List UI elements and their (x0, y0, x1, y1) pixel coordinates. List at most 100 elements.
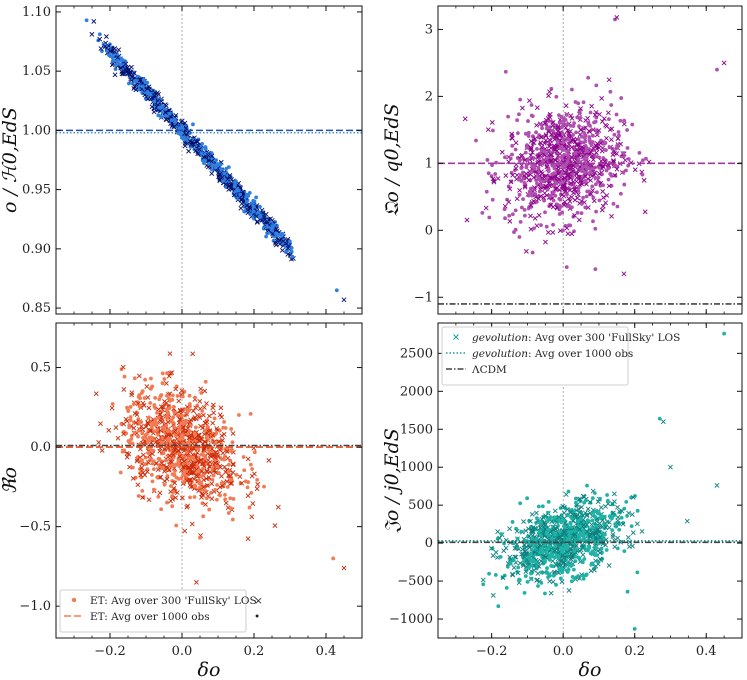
data-point-dot (238, 193, 242, 197)
data-point-dot (161, 381, 165, 385)
data-point-dot (587, 189, 591, 193)
data-point-dot (539, 223, 543, 227)
data-point-dot (237, 413, 241, 417)
data-point-dot (574, 547, 578, 551)
data-point-dot (569, 525, 573, 529)
data-point-dot (152, 467, 156, 471)
data-point-dot (523, 181, 527, 185)
data-point-x (100, 448, 104, 452)
data-point-dot (133, 376, 137, 380)
data-point-dot (229, 506, 233, 510)
data-point-dot (143, 378, 147, 382)
data-point-dot (487, 171, 491, 175)
data-point-x (276, 505, 280, 509)
data-point-dot (559, 173, 563, 177)
data-point-dot (609, 90, 613, 94)
data-point-dot (600, 547, 604, 551)
data-point-dot (549, 564, 553, 568)
x-tick-label: 0.0 (553, 644, 574, 659)
data-point-dot (613, 522, 617, 526)
data-point-x (520, 106, 524, 110)
data-point-x (543, 240, 547, 244)
data-point-dot (143, 80, 147, 84)
legend-entry-label: gevolution: Avg over 300 'FullSky' LOS (472, 332, 680, 344)
data-point-dot (218, 494, 222, 498)
y-tick-label: 0.5 (30, 361, 51, 376)
data-point-x (256, 482, 260, 486)
data-point-dot (608, 172, 612, 176)
data-point-dot (165, 501, 169, 505)
data-point-dot (235, 473, 239, 477)
data-point-x (635, 522, 639, 526)
data-point-dot (220, 481, 224, 485)
data-point-dot (529, 577, 533, 581)
data-point-dot (176, 414, 180, 418)
data-point-dot (211, 164, 215, 168)
data-point-dot (226, 485, 230, 489)
data-point-dot (249, 463, 253, 467)
data-point-dot (503, 207, 507, 211)
data-point-x (141, 453, 145, 457)
data-point-x (521, 520, 525, 524)
points-layer (463, 15, 726, 276)
data-point-dot (610, 528, 614, 532)
data-point-dot (171, 415, 175, 419)
data-point-dot (568, 224, 572, 228)
data-point-x (147, 406, 151, 410)
data-point-x (612, 492, 616, 496)
data-point-x (551, 205, 555, 209)
data-point-dot (224, 426, 228, 430)
data-point-x (627, 544, 631, 548)
data-point-dot (331, 557, 335, 561)
data-point-x (94, 392, 98, 396)
data-point-x (517, 188, 521, 192)
x-tick-label: 0.2 (244, 644, 265, 659)
data-point-dot (202, 453, 206, 457)
data-point-dot (619, 119, 623, 123)
data-point-dot (203, 489, 207, 493)
data-point-dot (157, 416, 161, 420)
data-point-dot (519, 530, 523, 534)
data-point-dot (567, 490, 571, 494)
data-point-dot (537, 505, 541, 509)
x-tick-label: 0.0 (172, 644, 193, 659)
data-point-x (194, 580, 198, 584)
data-point-dot (161, 466, 165, 470)
data-point-dot (164, 424, 168, 428)
data-point-dot (227, 511, 231, 515)
data-point-x (604, 136, 608, 140)
data-point-dot (598, 198, 602, 202)
data-point-x (535, 224, 539, 228)
data-point-dot (546, 528, 550, 532)
data-point-dot (506, 115, 510, 119)
data-point-dot (557, 556, 561, 560)
data-point-dot (509, 561, 513, 565)
data-point-x (504, 546, 508, 550)
data-point-x (239, 206, 243, 210)
data-point-x (533, 216, 537, 220)
data-point-dot (272, 239, 276, 243)
data-point-dot (155, 411, 159, 415)
data-point-x (122, 387, 126, 391)
data-point-dot (524, 151, 528, 155)
data-point-dot (580, 202, 584, 206)
data-point-dot (511, 212, 515, 216)
data-point-x (342, 566, 346, 570)
data-point-x (199, 387, 203, 391)
data-point-dot (147, 439, 151, 443)
data-point-x (626, 535, 630, 539)
data-point-dot (577, 137, 581, 141)
data-point-dot (586, 76, 590, 80)
data-point-x (551, 230, 555, 234)
data-point-dot (550, 537, 554, 541)
data-point-dot (215, 483, 219, 487)
data-point-dot (141, 85, 145, 89)
y-axis-label: 𝔔o / q0,EdS (381, 103, 403, 216)
legend-extra-marker: × (254, 595, 263, 607)
data-point-dot (231, 440, 235, 444)
data-point-dot (193, 495, 197, 499)
data-point-dot (181, 395, 185, 399)
data-point-dot (531, 251, 535, 255)
data-point-x (210, 171, 214, 175)
y-tick-label: 3 (425, 22, 433, 37)
